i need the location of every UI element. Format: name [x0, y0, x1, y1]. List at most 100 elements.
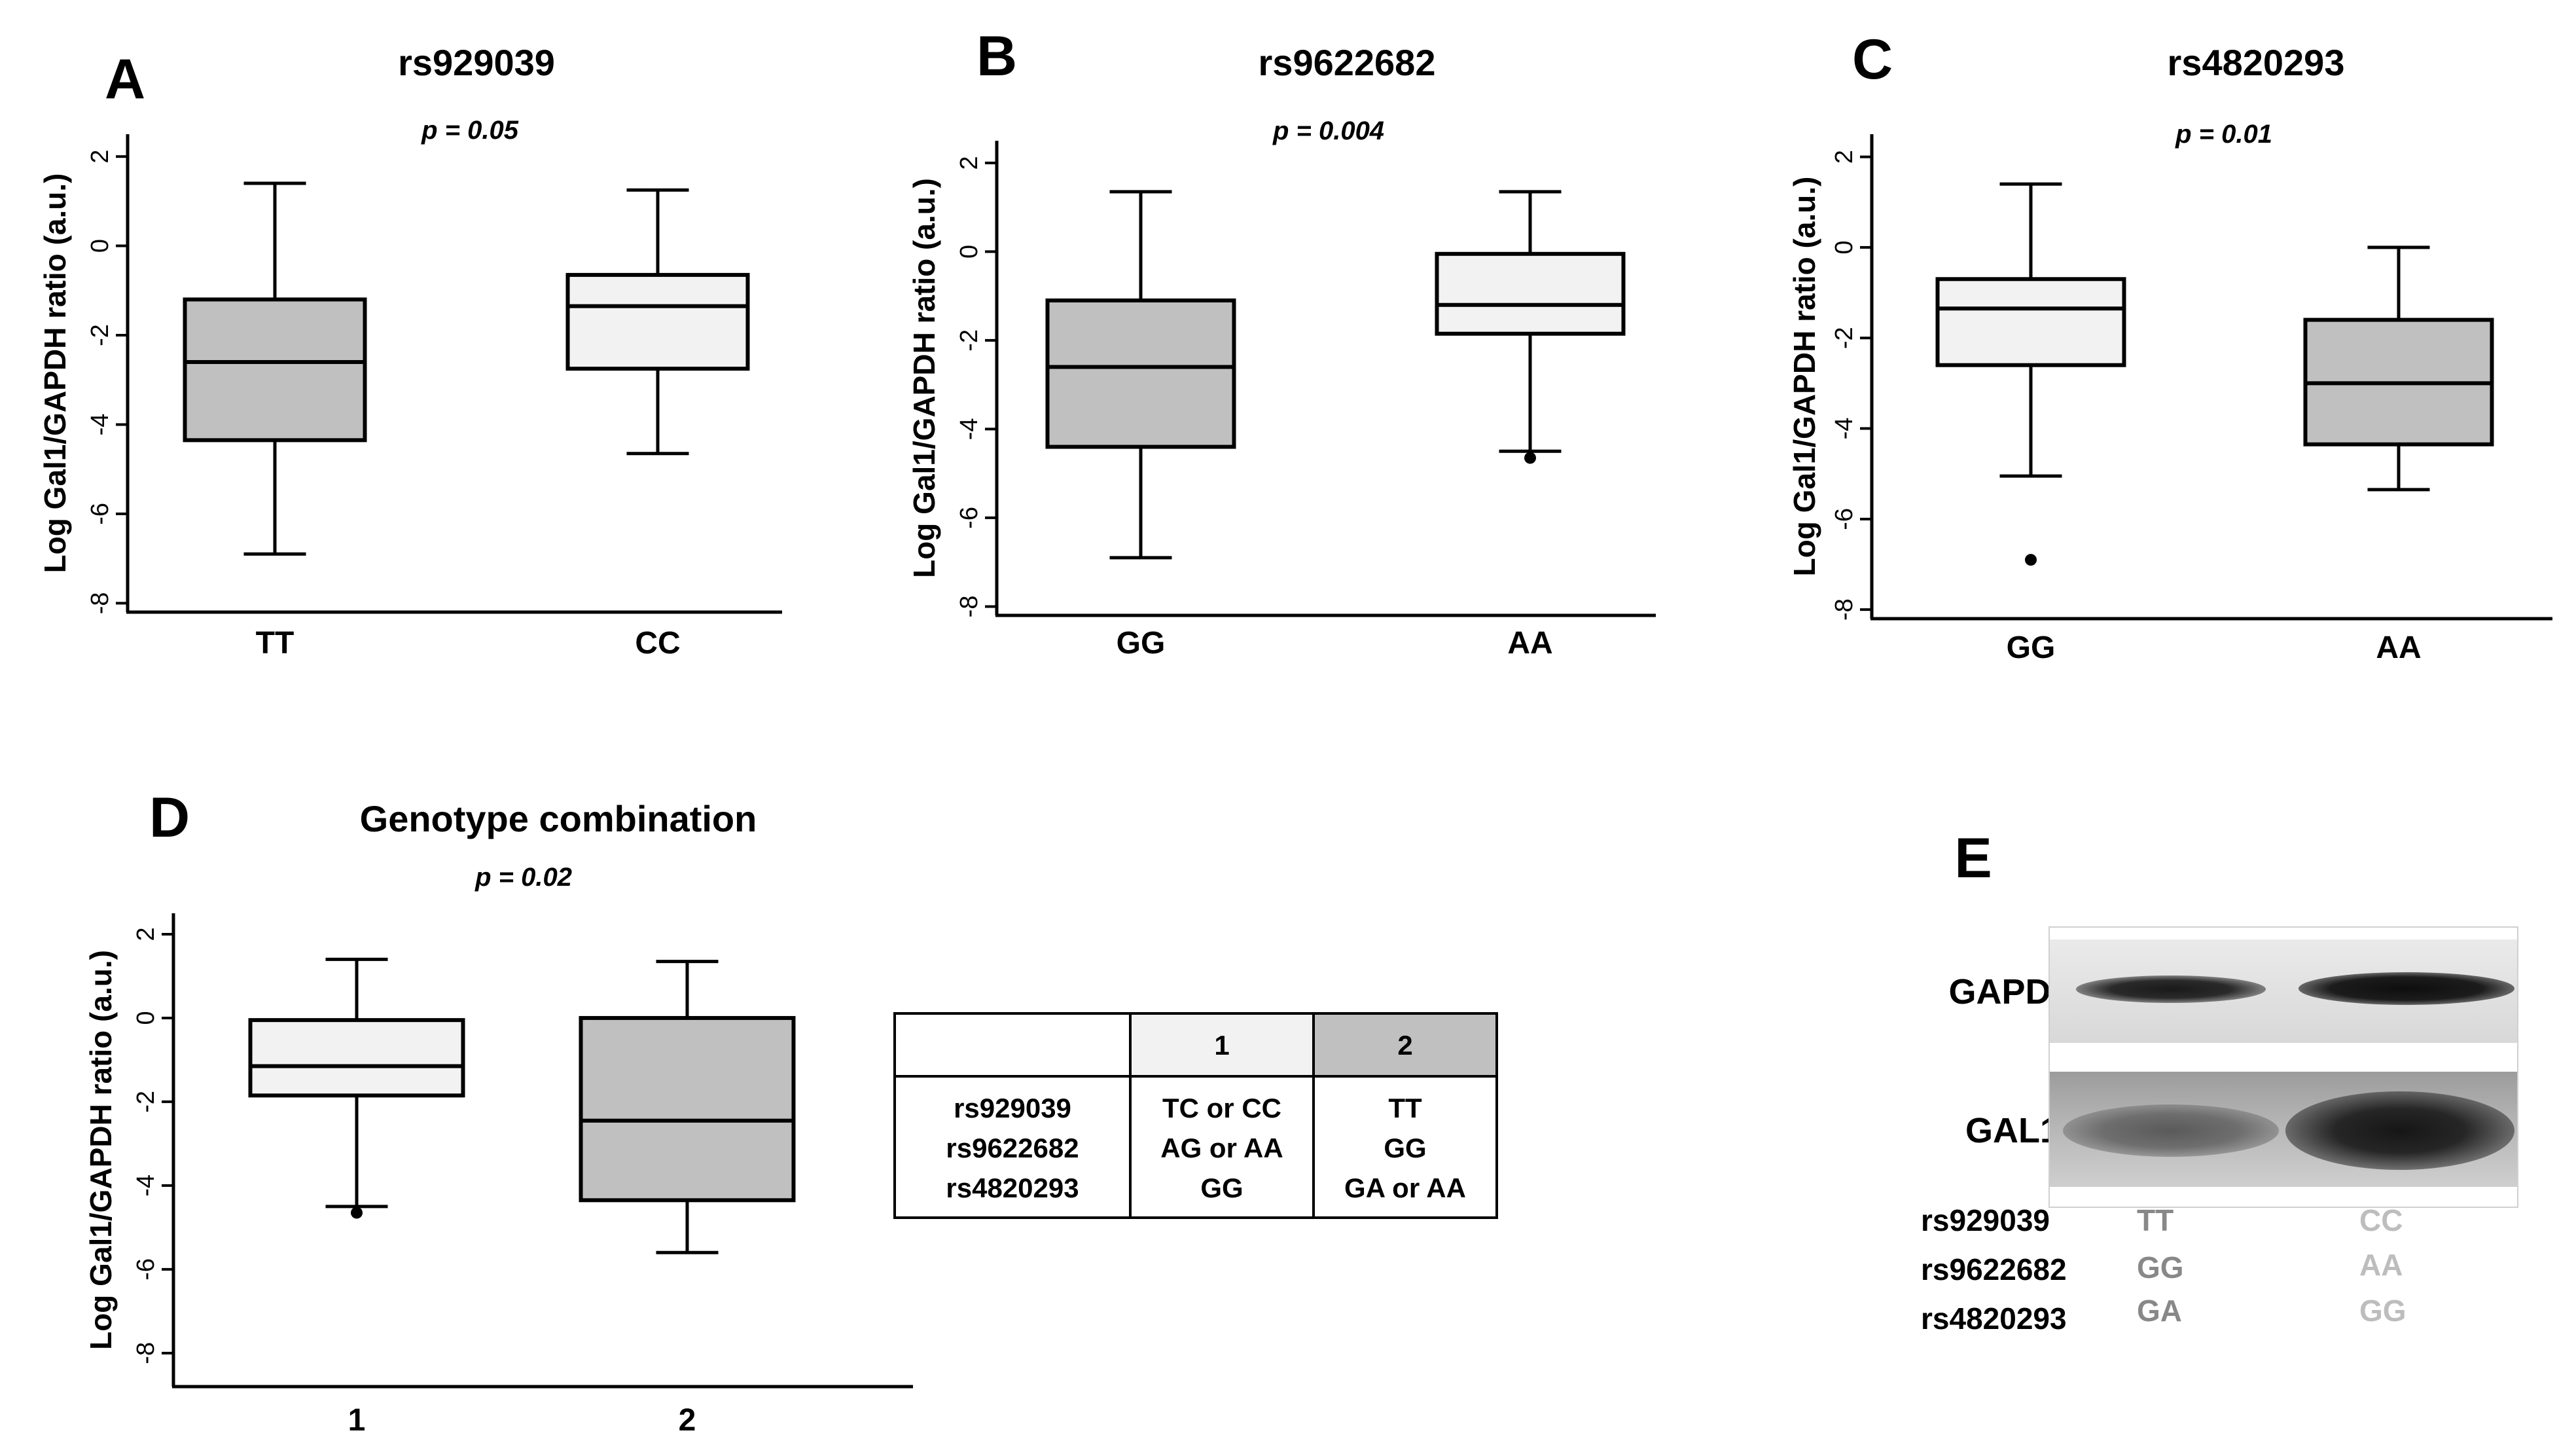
y-axis-label: Log Gal1/GAPDH ratio (a.u.)	[38, 173, 72, 573]
y-tick-label: -6	[132, 1258, 160, 1281]
box-2	[579, 960, 796, 1254]
y-tick-label: -2	[1831, 327, 1858, 349]
blot-snp: rs9622682	[1921, 1252, 2067, 1286]
panel-letter-b: B	[976, 25, 1017, 88]
chart-title: rs4820293	[2168, 42, 2345, 83]
y-tick-label: 0	[132, 1011, 160, 1025]
y-tick-label: -4	[132, 1174, 160, 1197]
lane1-genotype: TT	[2137, 1203, 2174, 1237]
box-iqr	[248, 1018, 465, 1098]
table-header-1: 1	[1214, 1030, 1229, 1061]
y-tick-label: -8	[956, 596, 983, 618]
box-1	[248, 957, 465, 1219]
table-cell: GG	[1384, 1133, 1426, 1163]
gal1-band-lane1	[2063, 1104, 2279, 1157]
y-tick-label: 2	[132, 927, 160, 941]
y-tick-label: -2	[132, 1091, 160, 1113]
gapdh-blot-strip	[2050, 939, 2517, 1043]
table-snp: rs929039	[954, 1093, 1071, 1123]
y-tick-label: 2	[1831, 150, 1858, 164]
table-header-2: 2	[1397, 1030, 1412, 1061]
y-tick-label: -4	[1831, 418, 1858, 440]
boxplot-panel-d: Genotype combination p = 0.02 2 0 -2 -4 -6 -8 Lo…	[84, 798, 913, 1438]
y-tick-label: 2	[86, 150, 114, 164]
x-tick-label: 1	[348, 1403, 366, 1438]
box-1	[1935, 182, 2126, 566]
box-1	[1045, 190, 1236, 560]
gapdh-band-lane2	[2299, 972, 2514, 1005]
y-tick-label: -6	[86, 503, 114, 525]
p-value: p = 0.02	[474, 863, 572, 892]
lane1-genotype: GA	[2137, 1294, 2182, 1328]
box-iqr	[1935, 277, 2126, 367]
chart-title: rs9622682	[1259, 42, 1436, 83]
box-2	[565, 188, 750, 456]
y-axis-label: Log Gal1/GAPDH ratio (a.u.)	[84, 950, 118, 1350]
table-cell: GA or AA	[1344, 1173, 1466, 1203]
y-tick-label: 0	[86, 239, 114, 253]
box-2	[1435, 190, 1626, 464]
y-tick-label: -2	[86, 324, 114, 346]
blot-snp: rs929039	[1921, 1203, 2050, 1237]
outlier-point	[2025, 554, 2037, 566]
table-cell: TC or CC	[1162, 1093, 1281, 1123]
gal1-blot-strip	[2050, 1072, 2517, 1187]
table-header-cell-1	[1130, 1013, 1314, 1076]
panel-letter-e: E	[1954, 827, 1992, 890]
genotype-table: 1 2 rs929039 rs9622682 rs4820293 TC or C…	[893, 1012, 1498, 1219]
band-label-gal1: GAL1	[1965, 1111, 2060, 1150]
gapdh-band-lane1	[2076, 975, 2266, 1003]
y-tick-label: -8	[86, 592, 114, 614]
y-tick-label: -8	[132, 1342, 160, 1364]
y-tick-label: 0	[1831, 240, 1858, 254]
y-tick-label: 2	[956, 156, 983, 170]
chart-title: rs929039	[398, 42, 555, 83]
outlier-point	[1524, 452, 1536, 464]
x-tick-label: 2	[679, 1403, 696, 1438]
x-tick-label: GG	[1117, 626, 1166, 661]
y-tick-label: -4	[86, 414, 114, 436]
lane1-genotype: GG	[2137, 1250, 2184, 1284]
box-iqr	[565, 272, 750, 371]
outlier-point	[351, 1207, 363, 1219]
blot-labels: GAPDH GAL1 rs929039 rs9622682 rs4820293 …	[1921, 972, 2406, 1336]
x-tick-label: CC	[635, 626, 680, 661]
p-value: p = 0.004	[1272, 117, 1384, 145]
box-2	[2303, 246, 2494, 492]
x-tick-label: GG	[2007, 630, 2056, 665]
lane2-genotype: GG	[2359, 1294, 2406, 1328]
chart-title: Genotype combination	[360, 798, 757, 839]
box-iqr	[1435, 251, 1626, 336]
table-snp: rs4820293	[946, 1173, 1079, 1203]
x-tick-label: AA	[2376, 630, 2421, 665]
panel-letter-a: A	[105, 48, 145, 111]
box-iqr	[1045, 298, 1236, 449]
box-iqr	[183, 297, 367, 443]
table-cell: AG or AA	[1160, 1133, 1283, 1163]
table-snp: rs9622682	[946, 1133, 1079, 1163]
y-tick-label: -2	[956, 329, 983, 352]
table-cell: GG	[1200, 1173, 1243, 1203]
y-axis-label: Log Gal1/GAPDH ratio (a.u.)	[907, 178, 941, 578]
p-value: p = 0.05	[421, 116, 519, 145]
gal1-band-lane2	[2285, 1091, 2514, 1170]
table-header-cell-2	[1314, 1013, 1497, 1076]
x-tick-label: AA	[1507, 626, 1552, 661]
boxplot-panel-c: rs4820293 p = 0.01 2 0 -2 -4 -6 -8 Log Gal1/GAPD…	[1787, 42, 2552, 665]
box-iqr	[579, 1015, 796, 1203]
table-cell: TT	[1388, 1093, 1422, 1123]
lane2-genotype: CC	[2359, 1203, 2403, 1237]
y-tick-label: -6	[1831, 508, 1858, 530]
y-tick-label: -6	[956, 507, 983, 529]
table-frame	[893, 1012, 1498, 1219]
panel-letter-d: D	[149, 786, 190, 849]
y-tick-label: -8	[1831, 598, 1858, 621]
p-value: p = 0.01	[2175, 120, 2272, 149]
blot-snp: rs4820293	[1921, 1301, 2067, 1336]
western-blot-image	[2048, 926, 2518, 1208]
y-tick-label: -4	[956, 418, 983, 441]
lane2-genotype: AA	[2359, 1248, 2403, 1282]
boxplot-panel-b: rs9622682 p = 0.004 2 0 -2 -4 -6 -8 Log Gal1/GAP…	[907, 42, 1656, 661]
boxplot-panel-a: rs929039 p = 0.05 2 0 -2 -4 -6 -8 Log Gal1/GAPDH…	[38, 42, 782, 661]
